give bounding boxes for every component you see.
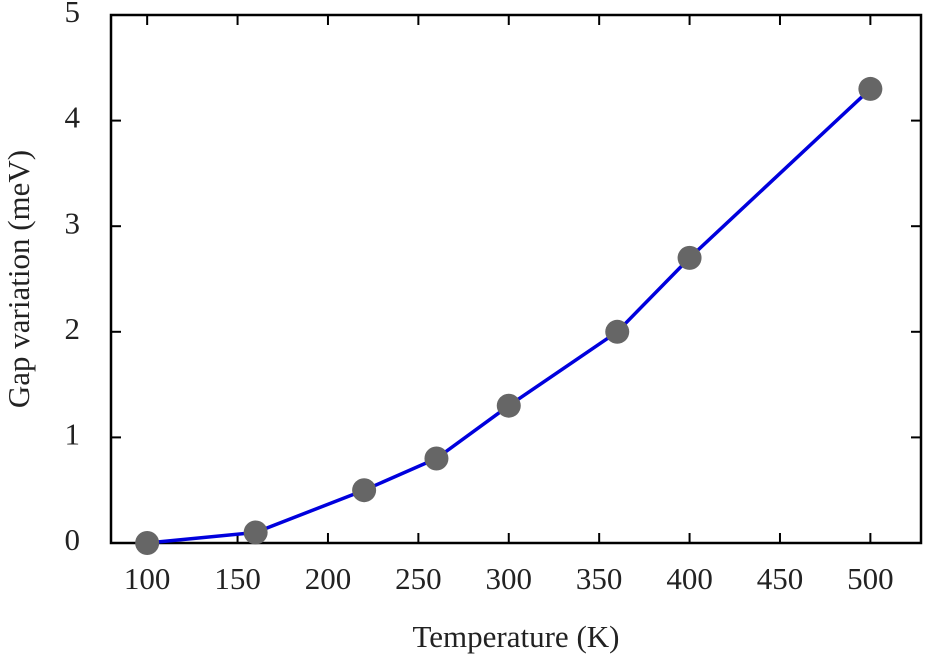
x-tick-label: 500 [847, 561, 894, 596]
series-line [146, 87, 872, 545]
y-tick-label: 3 [65, 205, 81, 240]
data-point [135, 531, 160, 555]
data-point [352, 478, 377, 503]
y-tick-label: 1 [65, 417, 81, 452]
x-tick-label: 300 [486, 561, 533, 596]
y-tick-label: 2 [65, 311, 81, 346]
y-axis-label: Gap variation (meV) [1, 150, 36, 408]
data-point [677, 245, 702, 270]
data-point [605, 319, 630, 344]
data-point [858, 76, 883, 101]
x-tick-label: 200 [305, 561, 352, 596]
data-point [496, 393, 521, 418]
data-point [424, 446, 449, 471]
x-tick-label: 400 [666, 561, 713, 596]
y-tick-label: 4 [65, 100, 81, 135]
y-tick-label: 5 [65, 0, 81, 29]
x-tick-label: 350 [576, 561, 623, 596]
x-tick-label: 100 [124, 561, 171, 596]
x-tick-label: 150 [214, 561, 261, 596]
data-point [243, 520, 268, 545]
plot-frame [109, 13, 923, 545]
x-tick-label: 450 [757, 561, 804, 596]
x-tick-label: 250 [395, 561, 442, 596]
x-axis-label: Temperature (K) [413, 619, 620, 654]
y-tick-label: 0 [65, 522, 81, 557]
